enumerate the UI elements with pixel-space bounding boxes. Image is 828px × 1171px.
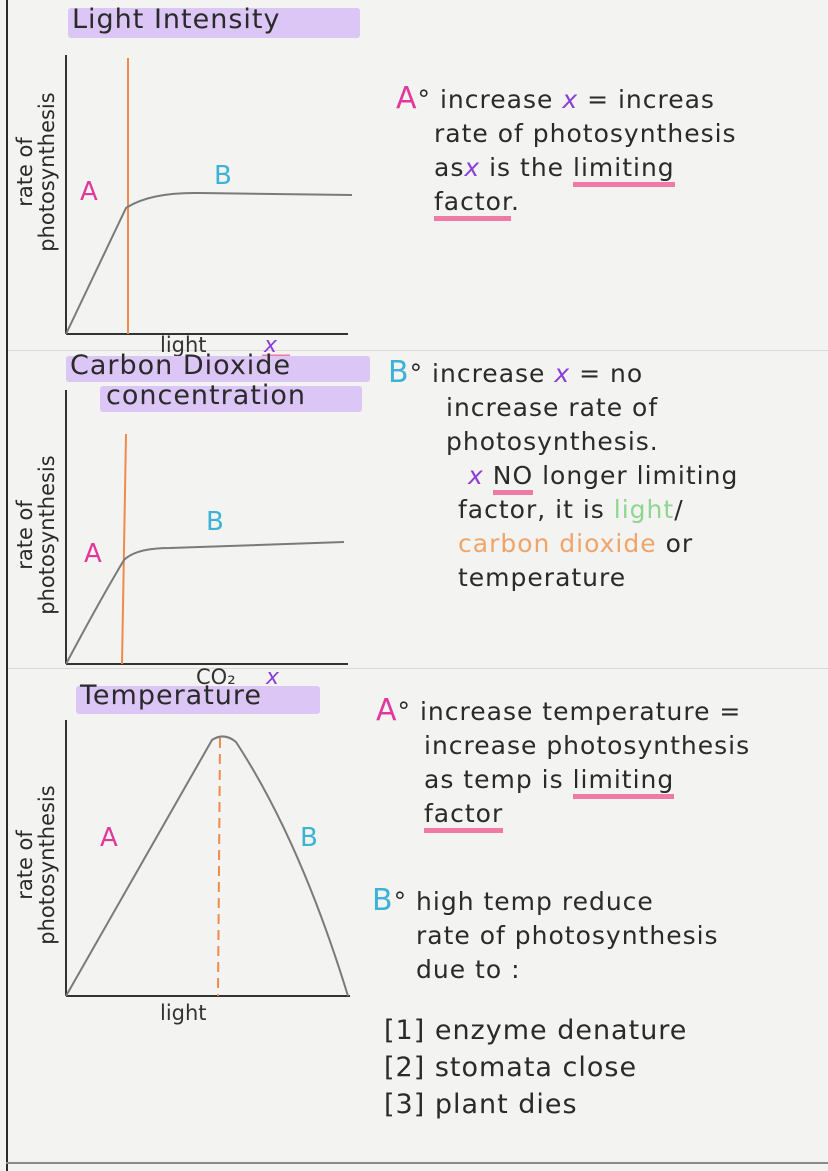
x-axis-label: CO₂ bbox=[196, 665, 236, 689]
keyword-no: NO bbox=[492, 461, 534, 495]
note-text: temperature bbox=[458, 563, 627, 592]
note-text: . bbox=[510, 187, 520, 216]
keyword-factor: factor bbox=[424, 799, 504, 833]
region-b-label: B bbox=[214, 161, 232, 191]
section-divider bbox=[8, 350, 828, 351]
keyword-carbon-dioxide: carbon dioxide bbox=[458, 529, 657, 558]
note-text: rate of photosynthesis bbox=[434, 119, 737, 148]
section-title-temperature: Temperature bbox=[80, 680, 263, 711]
rate-curve bbox=[65, 541, 345, 665]
note-text: as bbox=[434, 153, 465, 182]
region-b-label: B bbox=[300, 823, 318, 853]
section-title-light-intensity: Light Intensity bbox=[72, 4, 281, 35]
title-highlight bbox=[76, 686, 320, 714]
limit-line bbox=[121, 433, 127, 665]
list-item: [2] stomata close bbox=[384, 1052, 638, 1083]
page-margin-line bbox=[6, 0, 8, 1171]
note-text: increase bbox=[439, 85, 554, 114]
rate-curve bbox=[65, 735, 349, 997]
x-axis-label: light bbox=[160, 333, 207, 357]
region-b-label: B bbox=[206, 507, 224, 537]
note-letter-a: A bbox=[376, 693, 398, 728]
note-text: = no bbox=[579, 359, 644, 388]
keyword-limiting: limiting bbox=[572, 765, 675, 799]
note-text: high temp reduce bbox=[416, 887, 654, 916]
note-a-light: A° increase x = increas rate of photosyn… bbox=[396, 81, 737, 221]
note-letter-b: B bbox=[388, 355, 410, 390]
note-letter-a: A bbox=[396, 81, 418, 116]
keyword-limiting: limiting bbox=[573, 153, 675, 187]
note-text: increase temperature = bbox=[419, 697, 742, 726]
graph-light-intensity: A B light x bbox=[65, 55, 353, 358]
note-text: photosynthesis. bbox=[446, 427, 659, 456]
optimum-line bbox=[217, 737, 221, 997]
title-highlight bbox=[68, 8, 360, 38]
note-a-temperature: A° increase temperature = increase photo… bbox=[376, 693, 751, 833]
list-item: [1] enzyme denature bbox=[384, 1015, 688, 1046]
reasons-list: [1] enzyme denature [2] stomata close [3… bbox=[384, 1012, 687, 1123]
x-symbol: x bbox=[468, 461, 484, 490]
note-text: is the bbox=[489, 153, 565, 182]
x-axis-label: light bbox=[160, 1001, 207, 1025]
note-text: / bbox=[674, 495, 684, 524]
region-a-label: A bbox=[84, 539, 102, 569]
note-text: factor, it is bbox=[458, 495, 605, 524]
x-symbol: x bbox=[562, 85, 579, 114]
list-item: [3] plant dies bbox=[384, 1089, 578, 1120]
graph-temperature: A B light bbox=[65, 720, 350, 1025]
note-text: rate of photosynthesis bbox=[416, 921, 719, 950]
region-a-label: A bbox=[100, 823, 118, 853]
x-symbol: x bbox=[464, 153, 481, 182]
section-title-co2-line2: concentration bbox=[106, 380, 306, 411]
note-text: or bbox=[665, 529, 694, 558]
rate-curve bbox=[65, 191, 353, 335]
x-symbol: x bbox=[554, 359, 571, 388]
note-b-temperature: B° high temp reduce rate of photosynthes… bbox=[372, 884, 719, 987]
note-text: as temp is bbox=[424, 765, 564, 794]
note-text: longer limiting bbox=[542, 461, 739, 490]
page-bottom-edge bbox=[6, 1162, 828, 1164]
title-highlight bbox=[66, 356, 370, 382]
x-symbol: x bbox=[263, 333, 278, 358]
note-text: = increas bbox=[587, 85, 715, 114]
note-text: increase photosynthesis bbox=[424, 731, 751, 760]
note-b-co2: B° increase x = no increase rate of phot… bbox=[388, 356, 738, 595]
x-symbol: x bbox=[265, 665, 280, 690]
note-letter-b: B bbox=[372, 883, 394, 918]
keyword-factor: factor bbox=[434, 187, 511, 221]
keyword-light: light bbox=[613, 495, 675, 524]
region-a-label: A bbox=[80, 177, 98, 207]
note-text: due to : bbox=[416, 955, 521, 984]
title-highlight bbox=[100, 386, 362, 412]
note-text: increase rate of bbox=[446, 393, 659, 422]
section-divider bbox=[8, 668, 828, 669]
note-text: increase bbox=[432, 359, 546, 388]
section-title-co2-line1: Carbon Dioxide bbox=[70, 350, 292, 381]
